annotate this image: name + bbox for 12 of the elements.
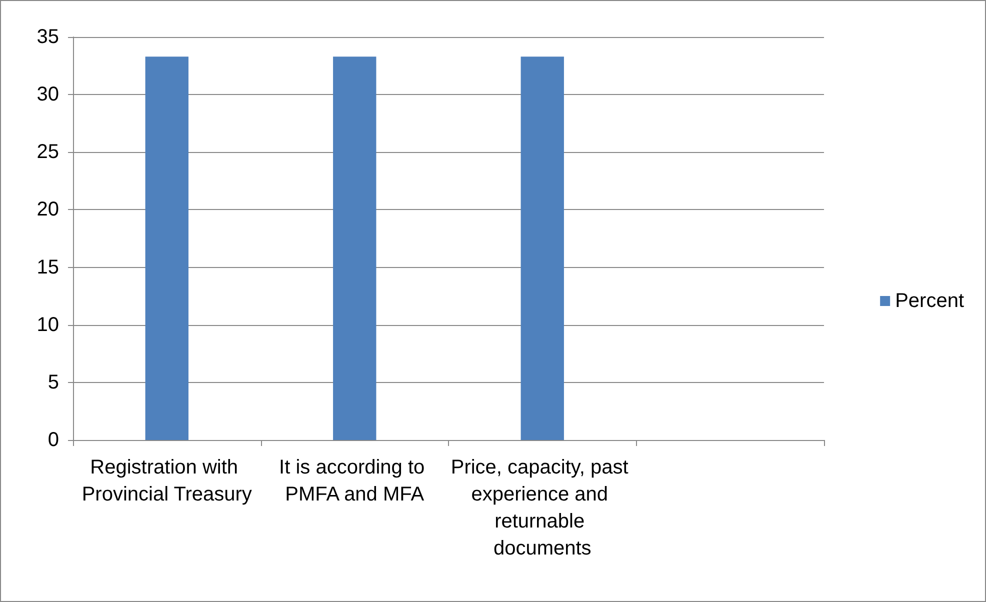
y-tick-label: 35 [36, 26, 59, 48]
x-tick-label: It is according to PMFA and MFA [279, 456, 430, 506]
y-tick-label: 5 [48, 371, 59, 394]
y-tick-label: 10 [36, 314, 59, 336]
y-tick-label: 30 [36, 84, 59, 106]
x-tick-label: Registration with Provincial Treasury [82, 456, 252, 506]
legend-label: Percent [895, 290, 964, 312]
y-tick-label: 20 [36, 198, 59, 221]
x-tick-label: Price, capacity, past experience and returnable documents [450, 456, 634, 560]
y-tick-label: 15 [36, 256, 59, 278]
y-tick-label: 25 [36, 141, 59, 164]
y-tick-label: 0 [48, 429, 59, 451]
